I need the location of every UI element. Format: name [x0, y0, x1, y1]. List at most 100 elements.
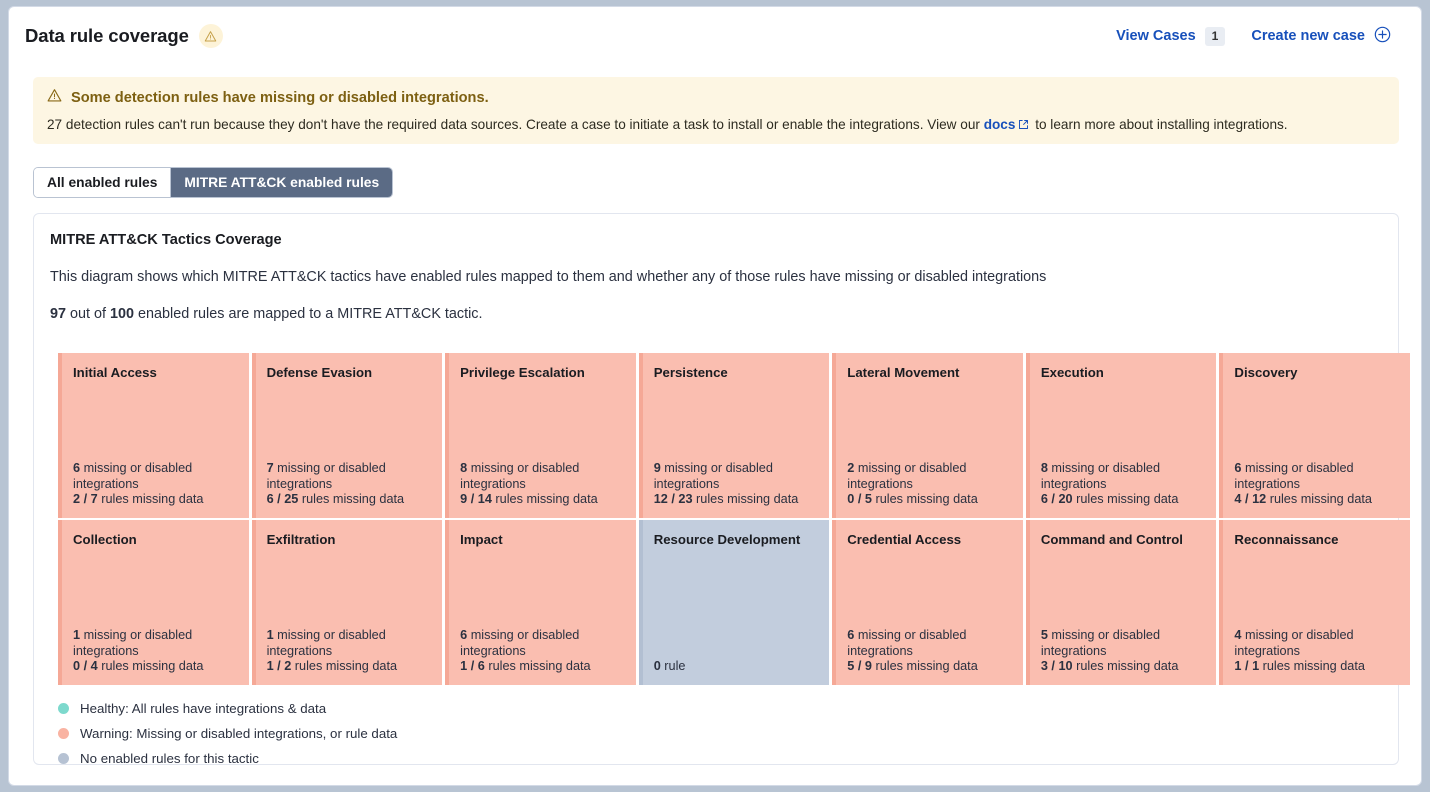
tactic-stats: 7 missing or disabled integrations 6 / 25…: [267, 461, 433, 508]
legend-label: No enabled rules for this tactic: [80, 751, 259, 766]
tactic-rule-count: 0: [653, 659, 661, 674]
tactic-name: Discovery: [1234, 365, 1298, 380]
tactic-cell[interactable]: Collection 1 missing or disabled integrat…: [58, 520, 249, 685]
tactic-rules-separator: /: [467, 492, 478, 507]
tactic-rules-missing-data: 12 / 23 rules missing data: [654, 492, 820, 508]
page-header: Data rule coverage View Cases 1 Create n…: [9, 7, 1421, 65]
tactic-rules-missing-data: 6 / 20 rules missing data: [1041, 492, 1207, 508]
tactic-cell[interactable]: Persistence 9 missing or disabled integra…: [638, 353, 830, 518]
tactic-rules-denominator: 9: [864, 659, 872, 674]
callout-title-row: Some detection rules have missing or dis…: [47, 88, 1385, 107]
tactics-grid: Initial Access 6 missing or disabled inte…: [58, 353, 1410, 685]
tactic-rules-missing-data: 3 / 10 rules missing data: [1041, 659, 1207, 675]
tactic-cell[interactable]: Lateral Movement 2 missing or disabled in…: [832, 353, 1023, 518]
tactic-name: Execution: [1040, 365, 1104, 380]
tactic-missing-label: missing or disabled integrations: [266, 461, 386, 491]
card-description: This diagram shows which MITRE ATT&CK ta…: [50, 269, 1047, 285]
legend-label: Warning: Missing or disabled integration…: [80, 726, 398, 741]
tactic-missing-label: missing or disabled integrations: [1234, 461, 1354, 491]
legend-color-dot: [58, 703, 69, 714]
tactic-stats: 6 missing or disabled integrations 1 / 6 …: [460, 628, 626, 675]
callout-body-before: 27 detection rules can't run because the…: [47, 117, 984, 132]
tactic-rules-missing-data: 4 / 12 rules missing data: [1234, 492, 1400, 508]
tactic-missing-label: missing or disabled integrations: [847, 628, 967, 658]
callout-title-text: Some detection rules have missing or dis…: [71, 89, 489, 106]
tactic-rules-missing-data: 1 / 1 rules missing data: [1234, 659, 1400, 675]
docs-link[interactable]: docs: [983, 117, 1016, 132]
legend-color-dot: [58, 753, 69, 764]
tactic-rules-numerator: 12: [653, 492, 668, 507]
tactic-cell[interactable]: Execution 8 missing or disabled integrati…: [1025, 353, 1217, 518]
tactic-stats: 0 rule: [654, 659, 820, 675]
stat-mid-text: out of: [66, 305, 111, 322]
tactic-missing-label: missing or disabled integrations: [1040, 461, 1161, 491]
create-new-case-button[interactable]: Create new case: [1251, 26, 1391, 47]
callout-body: 27 detection rules can't run because the…: [47, 116, 1385, 135]
create-new-case-label: Create new case: [1251, 28, 1365, 44]
tactic-missing-integrations: 7 missing or disabled integrations: [267, 461, 386, 491]
tactic-cell[interactable]: Privilege Escalation 8 missing or disable…: [445, 353, 636, 518]
view-cases-button[interactable]: View Cases 1: [1116, 26, 1226, 46]
tactic-name: Command and Control: [1040, 532, 1183, 547]
tactic-rules-numerator: 1: [460, 659, 468, 674]
tactic-rules-separator: /: [80, 492, 91, 507]
tactic-missing-count: 5: [1040, 628, 1048, 643]
tactic-rules-numerator: 9: [460, 492, 468, 507]
tactic-name: Exfiltration: [266, 532, 336, 547]
stat-mapped-count: 97: [50, 305, 67, 322]
tactic-rules-denominator: 1: [1252, 659, 1260, 674]
tactic-name: Reconnaissance: [1234, 532, 1339, 547]
tactic-rules-missing-data: 9 / 14 rules missing data: [460, 492, 626, 508]
tactic-name: Defense Evasion: [266, 365, 373, 380]
tactic-cell[interactable]: Command and Control 5 missing or disabled…: [1025, 520, 1217, 685]
tactic-missing-label: missing or disabled integrations: [1040, 628, 1161, 658]
tactic-missing-label: missing or disabled integrations: [847, 461, 967, 491]
tactic-rules-label: rules missing data: [871, 659, 978, 674]
tactic-rules-denominator: 14: [477, 492, 492, 507]
tactic-rules-label: rules missing data: [298, 492, 405, 507]
tactic-missing-label: missing or disabled integrations: [460, 628, 580, 658]
tactic-rules-label: rules missing data: [692, 492, 799, 507]
tactic-missing-label: missing or disabled integrations: [460, 461, 580, 491]
tactic-rules-label: rules missing data: [1072, 659, 1179, 674]
tactic-cell[interactable]: Exfiltration 1 missing or disabled integr…: [251, 520, 443, 685]
legend-item: Warning: Missing or disabled integration…: [58, 726, 397, 741]
tactic-missing-label: missing or disabled integrations: [73, 628, 193, 658]
tab-mitre-attack-enabled-rules[interactable]: MITRE ATT&CK enabled rules: [170, 168, 393, 197]
mitre-coverage-card: MITRE ATT&CK Tactics Coverage This diagr…: [33, 213, 1410, 766]
tactic-missing-count: 7: [266, 461, 274, 476]
page-panel: Data rule coverage View Cases 1 Create n…: [8, 6, 1422, 786]
tactic-rules-separator: /: [667, 492, 679, 507]
tactic-cell[interactable]: Credential Access 6 missing or disabled i…: [832, 520, 1023, 685]
tactic-rules-numerator: 6: [266, 492, 274, 507]
warning-triangle-icon: [47, 88, 62, 107]
tactic-cell[interactable]: Initial Access 6 missing or disabled inte…: [58, 353, 249, 518]
tactic-cell[interactable]: Impact 6 missing or disabled integrations…: [445, 520, 636, 685]
tactic-rules-missing-data: 0 / 4 rules missing data: [73, 659, 239, 675]
tactic-missing-label: missing or disabled integrations: [266, 628, 386, 658]
tactic-rules-numerator: 0: [73, 659, 81, 674]
tactic-rules-missing-data: 0 / 5 rules missing data: [847, 492, 1013, 508]
tactic-stats: 5 missing or disabled integrations 3 / 10…: [1041, 628, 1207, 675]
tactic-missing-integrations: 8 missing or disabled integrations: [1041, 461, 1160, 491]
tactic-cell[interactable]: Resource Development 0 rule: [638, 520, 830, 685]
tactic-rules-separator: /: [1241, 492, 1253, 507]
tactic-name: Collection: [73, 532, 137, 547]
tactic-missing-integrations: 8 missing or disabled integrations: [460, 461, 579, 491]
tactic-cell[interactable]: Reconnaissance 4 missing or disabled inte…: [1219, 520, 1410, 685]
plus-circle-icon: [1374, 26, 1391, 47]
stat-suffix-text: enabled rules are mapped to a MITRE ATT&…: [134, 305, 483, 322]
tactic-name: Privilege Escalation: [460, 365, 585, 380]
tactic-rules-missing-data: 1 / 6 rules missing data: [460, 659, 626, 675]
tactic-cell[interactable]: Discovery 6 missing or disabled integrati…: [1219, 353, 1410, 518]
tactic-rules-separator: /: [854, 492, 865, 507]
title-group: Data rule coverage: [25, 24, 223, 48]
tactic-rules-missing-data: 5 / 9 rules missing data: [847, 659, 1013, 675]
tab-all-enabled-rules[interactable]: All enabled rules: [34, 168, 171, 197]
tactic-cell[interactable]: Defense Evasion 7 missing or disabled int…: [251, 353, 443, 518]
tactic-missing-count: 6: [460, 628, 468, 643]
tactic-stats: 8 missing or disabled integrations 6 / 20…: [1041, 461, 1207, 508]
tactic-rules-missing-data: 2 / 7 rules missing data: [73, 492, 239, 508]
page-title: Data rule coverage: [25, 25, 189, 46]
legend: Healthy: All rules have integrations & d…: [58, 701, 397, 766]
